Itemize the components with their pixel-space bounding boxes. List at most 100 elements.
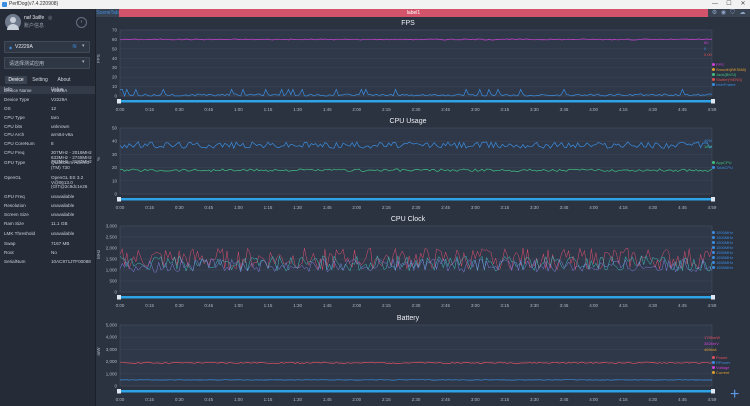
x-tick-label: 3:30 [530,205,539,210]
x-tick-label: 0:00 [116,205,125,210]
x-tick-label: 1:45 [323,303,332,308]
time-range-slider[interactable] [118,100,714,103]
legend-item[interactable]: 1500MHz [712,240,733,245]
x-tick-label: 3:15 [500,107,509,112]
info-key: CPU Arch [4,132,25,137]
x-tick-label: 0:45 [204,397,213,402]
time-range-slider[interactable] [118,198,714,201]
tab-device[interactable]: Device [5,76,27,84]
info-key: OpenGL [4,175,22,180]
device-select[interactable]: ◆ V2229A ≋ ▾ [4,41,90,53]
plot-area [119,127,713,195]
x-tick-label: 4:45 [678,205,687,210]
legend-item[interactable]: 1555MHz [712,260,733,265]
logout-button[interactable]: › [76,17,87,28]
legend-item[interactable]: RPower [712,360,730,365]
x-tick-label: 3:15 [500,397,509,402]
x-tick-label: 4:45 [678,397,687,402]
info-key: GPU Freq [4,194,25,199]
legend-item[interactable]: Power [712,355,727,360]
x-tick-label: 0:15 [145,303,154,308]
avatar[interactable] [5,14,21,30]
app-logo-icon [2,2,7,7]
top-tabbar: SceneTab label1 ⚙ ◉ ⛉ ☁ [96,9,750,17]
legend-item[interactable]: Current [712,370,729,375]
legend-item[interactable]: AppCPU [712,160,732,165]
tab-label[interactable]: label1 [119,9,708,17]
current-value-label: 3826mV [704,341,719,346]
x-tick-label: 0:45 [204,303,213,308]
add-plus-icon[interactable]: + [730,386,740,403]
maximize-button[interactable]: ☐ [726,1,732,7]
legend-item[interactable]: 1555MHz [712,255,733,260]
legend-item[interactable]: 1500MHz [712,230,733,235]
legend-item[interactable]: TotalCPU [712,165,733,170]
legend-label: 1555MHz [716,265,734,270]
legend-item[interactable]: Smooth(BKSI88) [712,67,746,72]
legend-dot-icon [712,166,715,170]
time-range-slider[interactable] [118,390,714,393]
x-tick-label: 3:45 [560,303,569,308]
x-tick-label: 1:45 [323,107,332,112]
slider-handle[interactable] [711,389,715,394]
x-tick-label: 4:00 [589,107,598,112]
x-tick-label: 4:30 [648,107,657,112]
close-button[interactable]: ✕ [740,1,746,7]
legend-dot-icon [712,256,715,260]
legend-label: Jank(BKSI) [716,72,737,77]
user-area: naf 3ailfe ◎ 账户信息 › [0,9,95,36]
settings-icon[interactable]: ⚙ [711,10,718,16]
x-tick-label: 2:00 [352,205,361,210]
time-range-slider[interactable] [118,296,714,299]
main-area: SceneTab label1 ⚙ ◉ ⛉ ☁ FPS 70 60 50 40 30 20 1… [96,9,750,406]
shield-icon[interactable]: ⛉ [730,10,735,16]
slider-handle[interactable] [711,197,715,202]
legend-item[interactable]: 1555MHz [712,250,733,255]
x-tick-label: 1:00 [234,107,243,112]
app-select[interactable]: 请选择测试应用 ▾ [4,57,90,69]
x-tick-label: 4:15 [619,205,628,210]
current-value-label: 40% [704,138,712,143]
legend-item[interactable]: 1500MHz [712,235,733,240]
cloud-icon[interactable]: ☁ [739,10,746,16]
tab-scene[interactable]: SceneTab [96,10,119,16]
slider-handle[interactable] [117,197,121,202]
slider-handle[interactable] [117,389,121,394]
x-tick-label: 2:45 [441,205,450,210]
info-value: unavailable [51,231,75,236]
location-icon[interactable]: ◉ [720,10,727,16]
legend-item[interactable]: Jank(BKSI) [712,72,736,77]
legend-label: 1500MHz [716,235,734,240]
legend-label: 1555MHz [716,255,734,260]
x-tick-label: 0:30 [175,205,184,210]
window-titlebar: PerfDog(v7.4.220908) — ☐ ✕ [0,0,750,9]
legend-label: AppCPU [716,160,732,165]
x-tick-label: 2:45 [441,107,450,112]
slider-handle[interactable] [117,99,121,104]
tab-about[interactable]: About [57,77,71,83]
legend-item[interactable]: FPS [712,62,724,67]
legend-item[interactable]: Stutter(%ENS) [712,77,742,82]
info-value: V2229A [51,88,68,93]
y-tick-label: 0 [114,94,117,99]
x-tick-label: 1:15 [264,303,273,308]
info-table-header: Info Value [0,86,95,94]
legend-item[interactable]: 1500MHz [712,245,733,250]
legend-item[interactable]: 1555MHz [712,265,733,270]
chevron-down-icon: ▾ [82,59,85,65]
legend-item[interactable]: Voltage [712,365,729,370]
chart-svg: 3,000 2,500 2,000 1,500 1,000 500 0 MHz 0:00 0:15… [96,224,717,309]
minimize-button[interactable]: — [712,1,718,7]
y-tick-label: 3,000 [106,347,118,352]
account-info-link[interactable]: 账户信息 [24,23,45,29]
slider-handle[interactable] [711,99,715,104]
x-tick-label: 2:45 [441,303,450,308]
info-value: 633MHz - 2745MHz [51,154,92,160]
slider-handle[interactable] [711,295,715,300]
tab-setting[interactable]: Setting [32,77,48,83]
slider-handle[interactable] [117,295,121,300]
legend-label: InterFrame [716,82,736,87]
legend-item[interactable]: InterFrame [712,82,736,87]
x-tick-label: 4:15 [619,107,628,112]
legend-dot-icon [712,261,715,265]
